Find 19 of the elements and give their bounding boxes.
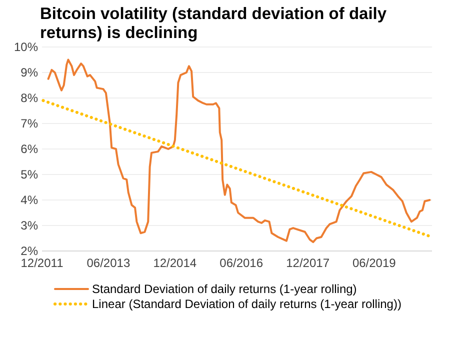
x-tick-label: 12/2014 — [153, 256, 197, 270]
y-tick-label: 3% — [20, 218, 38, 233]
x-tick-label: 06/2019 — [352, 256, 396, 270]
y-tick-label: 9% — [20, 66, 38, 80]
y-tick-label: 4% — [20, 193, 38, 208]
y-tick-label: 10% — [14, 40, 38, 54]
legend-label: Linear (Standard Deviation of daily returns (1-year rolling)) — [92, 297, 402, 312]
x-tick-label: 12/2011 — [20, 256, 64, 270]
y-tick-label: 2% — [20, 244, 38, 258]
y-tick-label: 8% — [20, 91, 38, 106]
x-tick-label: 06/2016 — [220, 256, 264, 270]
chart-title: Bitcoin volatility (standard deviation of daily returns) is declining — [40, 5, 388, 42]
y-tick-label: 5% — [20, 168, 38, 182]
x-tick-label: 12/2017 — [286, 256, 330, 270]
line-series — [47, 58, 431, 244]
legend-label: Standard Deviation of daily returns (1-year rolling) — [92, 282, 357, 296]
y-tick-label: 6% — [20, 142, 38, 156]
y-tick-label: 7% — [20, 116, 38, 131]
x-tick-label: 06/2013 — [86, 256, 130, 270]
